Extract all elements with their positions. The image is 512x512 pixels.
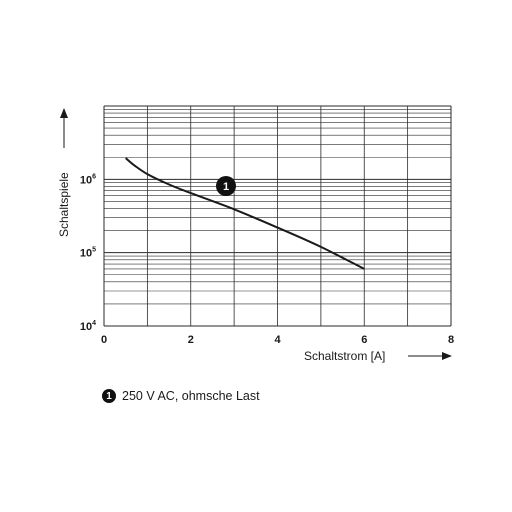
series-marker-1: 1 bbox=[216, 176, 236, 196]
y-tick-label: 105 bbox=[80, 247, 96, 260]
x-tick-label: 6 bbox=[361, 334, 367, 346]
x-tick-label: 8 bbox=[448, 334, 454, 346]
x-tick-label: 2 bbox=[188, 334, 194, 346]
series-marker-label: 1 bbox=[223, 181, 229, 193]
x-axis-arrow bbox=[408, 352, 452, 360]
x-tick-label: 4 bbox=[274, 334, 281, 346]
x-axis-label: Schaltstrom [A] bbox=[304, 349, 385, 363]
legend: 1 250 V AC, ohmsche Last bbox=[102, 389, 260, 403]
y-axis-label: Schaltspiele bbox=[57, 172, 71, 237]
y-tick-label: 104 bbox=[80, 320, 96, 333]
y-tick-labels: 104 105 106 bbox=[80, 173, 96, 333]
grid bbox=[103, 105, 452, 327]
legend-text: 250 V AC, ohmsche Last bbox=[122, 389, 260, 403]
legend-marker-badge: 1 bbox=[102, 389, 116, 403]
series-line-1 bbox=[125, 157, 365, 270]
y-tick-label: 106 bbox=[80, 173, 96, 186]
x-tick-label: 0 bbox=[101, 334, 107, 346]
x-tick-labels: 0 2 4 6 8 bbox=[101, 334, 454, 346]
y-axis-arrow bbox=[60, 108, 68, 148]
